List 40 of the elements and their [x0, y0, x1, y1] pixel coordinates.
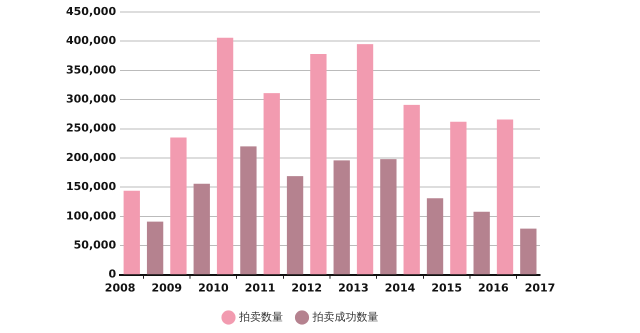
x-tick-label: 2016 — [478, 281, 509, 294]
y-tick-label: 350,000 — [66, 63, 116, 76]
x-tick-label: 2014 — [384, 281, 416, 294]
bar — [520, 228, 536, 274]
x-tick-label: 2015 — [431, 281, 462, 294]
legend-label: 拍卖成功数量 — [312, 310, 378, 324]
x-tick-label: 2012 — [291, 281, 322, 294]
bar — [216, 38, 234, 274]
x-tick-label: 2010 — [198, 281, 230, 294]
bar — [194, 184, 210, 274]
x-tick-label: 2011 — [244, 281, 276, 294]
bar — [264, 93, 280, 274]
legend-label: 拍卖数量 — [238, 310, 283, 324]
x-tick-label: 2013 — [338, 281, 369, 294]
bar — [404, 104, 420, 274]
y-tick-label: 150,000 — [66, 180, 116, 194]
bar — [334, 160, 350, 274]
bar — [286, 176, 304, 274]
bar — [496, 119, 514, 274]
y-tick-label: 450,000 — [66, 4, 116, 18]
y-tick-label: 50,000 — [74, 238, 116, 252]
bar — [426, 198, 444, 274]
y-tick-label: 100,000 — [66, 209, 116, 222]
bar — [310, 54, 327, 274]
x-tick-label: 2009 — [151, 281, 182, 294]
bar — [450, 122, 467, 274]
bar — [380, 159, 397, 274]
y-tick-label: 400,000 — [66, 34, 116, 48]
y-tick-label: 300,000 — [66, 92, 116, 106]
bar — [170, 138, 187, 274]
x-tick-label: 2008 — [104, 281, 136, 294]
bar — [124, 190, 140, 274]
bar — [356, 44, 374, 274]
x-tick-label: 2017 — [524, 281, 556, 294]
y-tick-label: 0 — [108, 268, 116, 281]
bar — [240, 146, 257, 274]
y-tick-label: 250,000 — [66, 122, 116, 135]
y-tick-label: 200,000 — [66, 150, 116, 164]
bar — [474, 212, 490, 274]
bar — [146, 222, 164, 274]
